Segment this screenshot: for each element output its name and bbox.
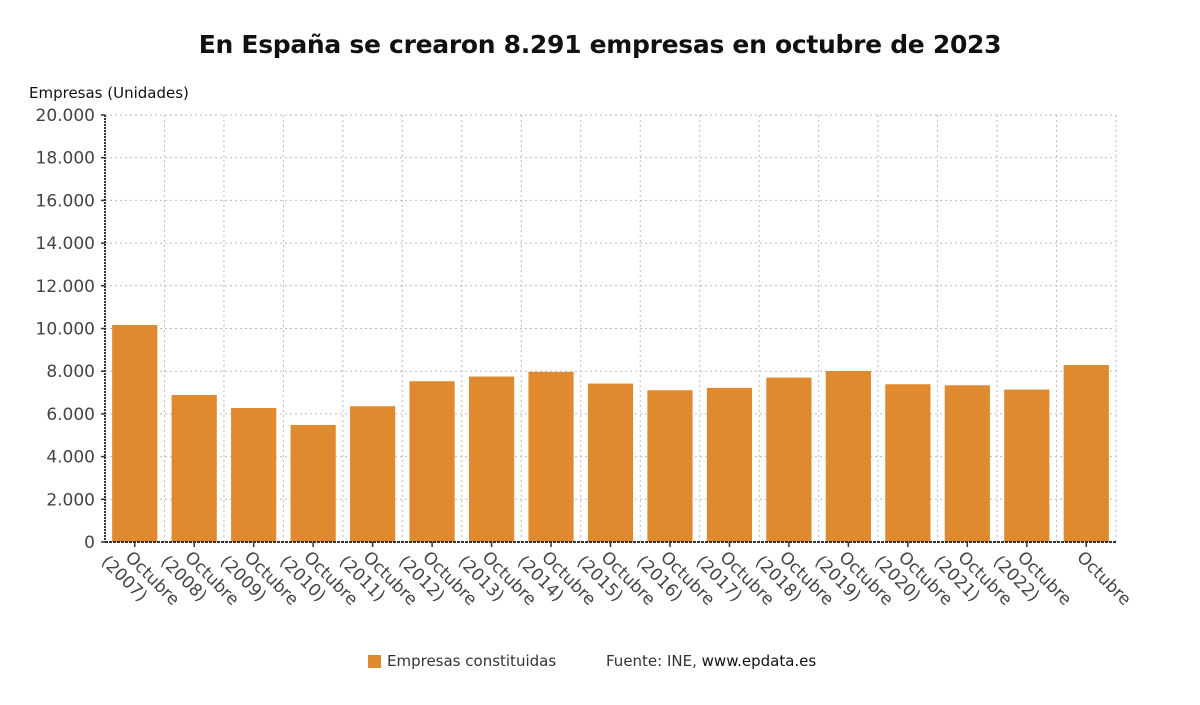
legend-swatch	[368, 654, 381, 668]
legend-label: Empresas constituidas	[387, 652, 557, 670]
bar	[587, 383, 634, 542]
y-tick-label: 20.000	[36, 106, 95, 126]
source-label: Fuente: INE,	[606, 652, 697, 670]
bar	[706, 387, 753, 542]
bar	[290, 425, 336, 542]
y-tick-label: 18.000	[36, 149, 95, 169]
source-site: www.epdata.es	[701, 652, 817, 670]
bar	[468, 376, 515, 542]
y-tick-label: 2.000	[46, 490, 95, 510]
y-tick-label: 14.000	[36, 234, 95, 254]
y-tick-label: 4.000	[46, 448, 95, 468]
chart-title: En España se crearon 8.291 empresas en o…	[198, 30, 1002, 59]
source-note: Fuente: INE, www.epdata.es	[606, 652, 816, 670]
bar	[112, 324, 158, 542]
bar	[766, 377, 812, 542]
y-tick-label: 12.000	[36, 277, 95, 297]
x-tick-label: Octubre	[1073, 548, 1135, 610]
bar	[825, 370, 871, 542]
legend: Empresas constituidas	[368, 652, 556, 670]
y-tick-label: 10.000	[36, 320, 95, 340]
y-axis-label: Empresas (Unidades)	[29, 84, 189, 102]
bar	[944, 385, 990, 542]
bar	[231, 408, 277, 542]
bar	[1063, 364, 1109, 542]
y-tick-label: 6.000	[46, 405, 95, 425]
bar	[528, 371, 574, 542]
bar	[171, 395, 217, 542]
bar	[409, 381, 455, 542]
bar	[885, 384, 931, 542]
y-tick-label: 16.000	[36, 191, 95, 211]
bar	[1004, 389, 1050, 542]
y-tick-label: 8.000	[46, 362, 95, 382]
bar	[647, 390, 693, 542]
y-tick-label: 0	[84, 533, 95, 553]
x-tick-label: Octubre(2007)	[97, 538, 183, 624]
bar	[350, 406, 396, 542]
